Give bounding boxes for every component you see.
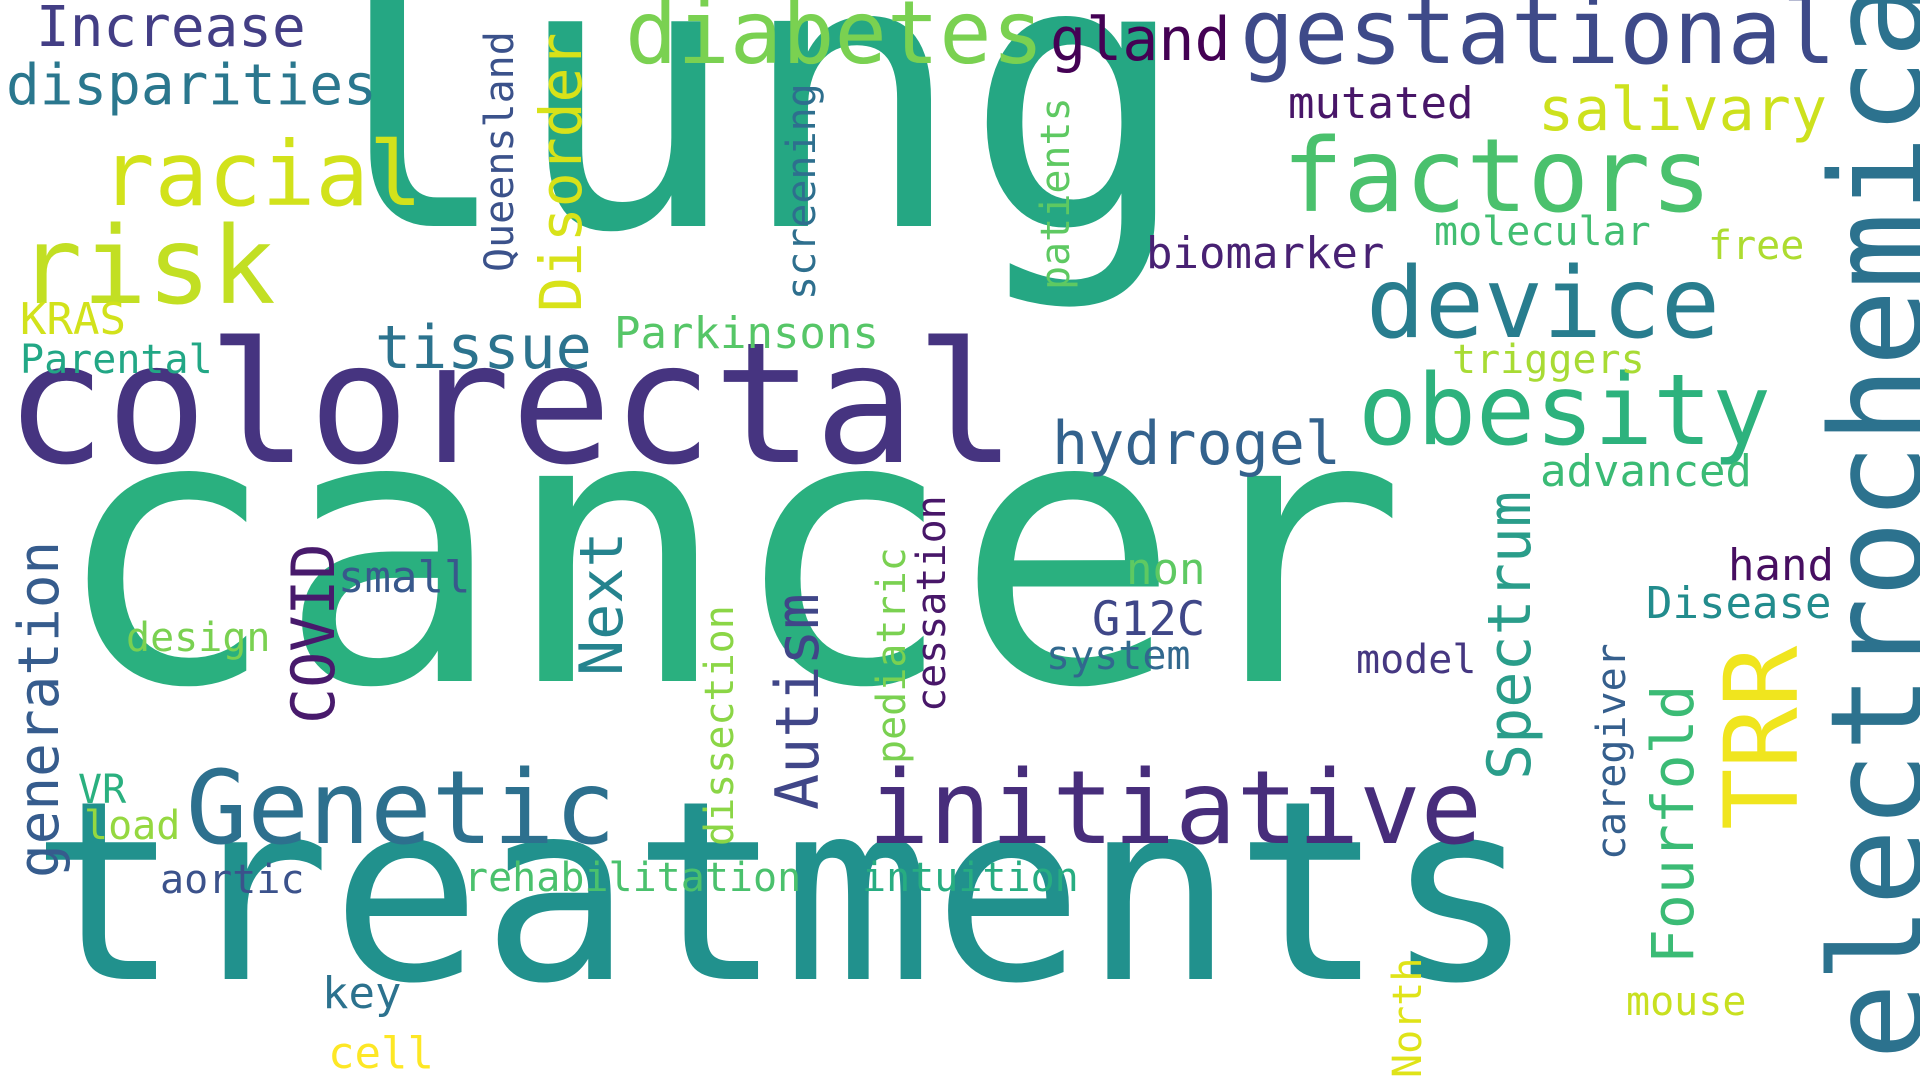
word-cell: cell (328, 1032, 434, 1076)
word-non: non (1126, 548, 1205, 592)
word-triggers: triggers (1452, 340, 1645, 380)
word-parental: Parental (20, 340, 213, 380)
word-kras: KRAS (20, 298, 126, 342)
word-diabetes: diabetes (625, 0, 1044, 77)
word-gland: gland (1050, 10, 1231, 70)
word-pediatric: pediatric (872, 547, 912, 764)
word-spectrum: Spectrum (1480, 491, 1540, 780)
word-cessation: cessation (912, 495, 952, 712)
word-electrochemical: electrochemical (1815, 0, 1920, 1060)
word-disparities: disparities (6, 58, 377, 114)
word-model: model (1356, 640, 1476, 680)
word-intuition: intuition (862, 858, 1079, 898)
word-racial: racial (101, 130, 423, 219)
word-screening: screening (782, 83, 822, 300)
word-caregiver: caregiver (1592, 643, 1632, 860)
word-patients: patients (1036, 97, 1076, 290)
word-gestational: gestational (1240, 0, 1836, 78)
word-parkinsons: Parkinsons (614, 312, 879, 356)
word-salivary: salivary (1538, 80, 1827, 140)
word-covid: COVID (284, 543, 344, 724)
word-molecular: molecular (1434, 212, 1651, 252)
word-trr: TRR (1712, 646, 1814, 830)
word-key: key (322, 972, 401, 1016)
word-genetic: Genetic (186, 758, 616, 860)
word-hydrogel: hydrogel (1052, 414, 1341, 474)
word-biomarker: biomarker (1146, 232, 1384, 276)
word-disorder: Disorder (532, 33, 590, 312)
word-generation: generation (12, 541, 68, 878)
word-rehabilitation: rehabilitation (464, 858, 801, 898)
word-increase: Increase (36, 0, 306, 56)
word-advanced: advanced (1540, 450, 1752, 494)
word-free: free (1708, 226, 1804, 266)
word-tissue: tissue (375, 318, 592, 378)
word-design: design (126, 618, 271, 658)
word-fourfold: Fourfold (1644, 685, 1702, 964)
word-mouse: mouse (1626, 982, 1746, 1022)
word-initiative: initiative (868, 758, 1482, 860)
word-queensland: Queensland (480, 31, 520, 272)
word-mutated: mutated (1288, 82, 1473, 126)
word-dissection: dissection (700, 605, 740, 846)
word-autism: Autism (768, 593, 828, 810)
word-load: load (84, 806, 180, 846)
word-system: system (1046, 636, 1191, 676)
word-next: Next (572, 532, 632, 677)
word-small: small (338, 556, 470, 600)
word-north: North (1388, 958, 1428, 1078)
word-aortic: aortic (160, 860, 305, 900)
